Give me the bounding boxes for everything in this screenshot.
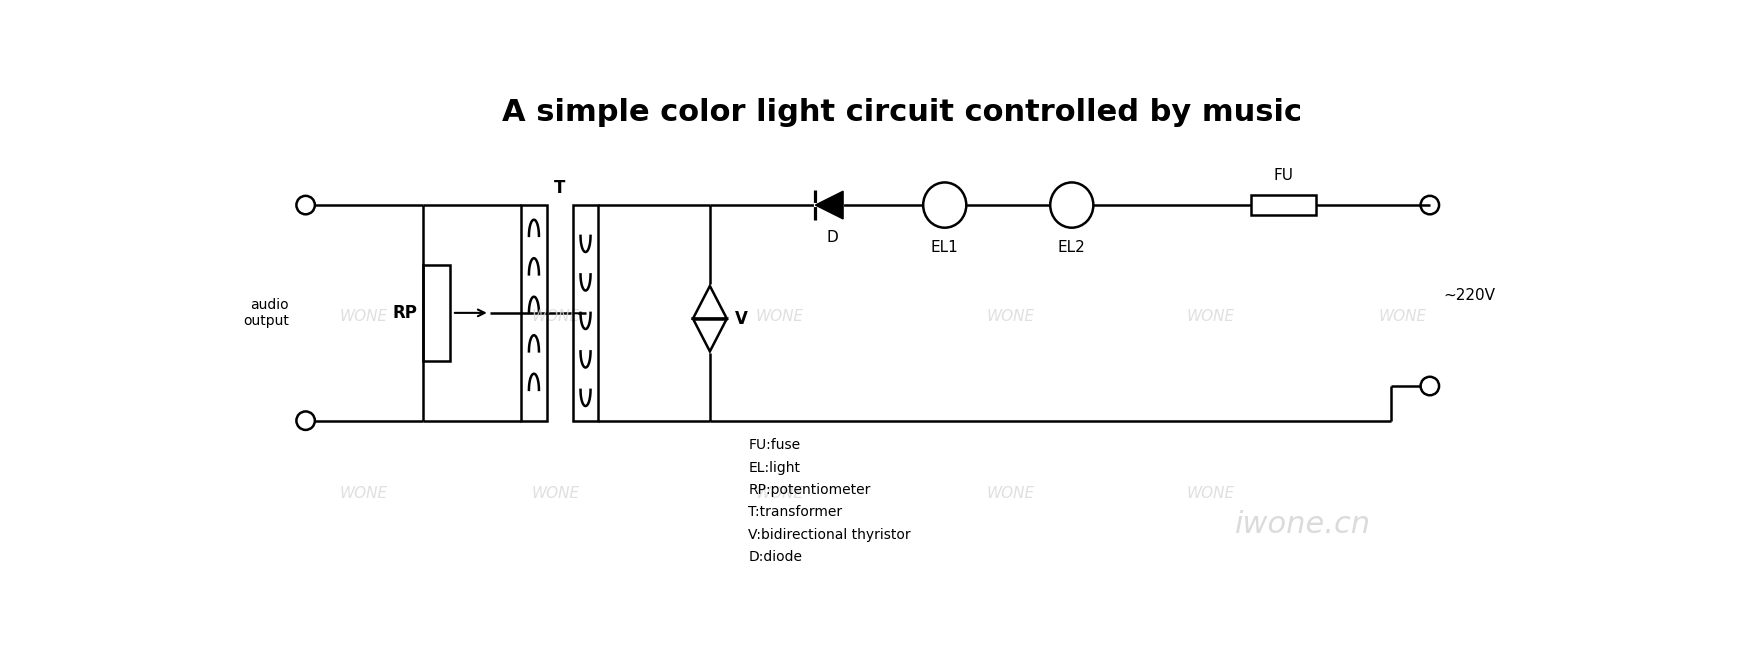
Text: ~220V: ~220V [1444,288,1495,303]
Bar [573,205,598,420]
Bar [423,265,450,361]
Text: RP: RP [393,304,418,322]
Text: WONE: WONE [1186,487,1234,501]
Text: WONE: WONE [532,309,580,324]
Text: iwone.cn: iwone.cn [1234,510,1372,539]
Text: FU:fuse: FU:fuse [748,438,800,452]
Text: D:diode: D:diode [748,550,802,564]
Text: WONE: WONE [1186,309,1234,324]
Text: WONE: WONE [338,487,388,501]
Text: FU: FU [1273,168,1294,183]
Bar [1250,195,1317,215]
Text: A simple color light circuit controlled by music: A simple color light circuit controlled … [502,98,1303,127]
Text: WONE: WONE [338,309,388,324]
Text: EL:light: EL:light [748,461,800,475]
Ellipse shape [924,182,966,227]
Text: D: D [827,231,837,245]
Text: RP:potentiometer: RP:potentiometer [748,483,871,497]
Text: WONE: WONE [986,487,1035,501]
Text: WONE: WONE [986,309,1035,324]
Text: T:transformer: T:transformer [748,505,843,519]
Text: WONE: WONE [532,487,580,501]
Text: WONE: WONE [755,487,804,501]
Text: WONE: WONE [1379,309,1426,324]
Text: T: T [554,180,566,198]
Ellipse shape [1051,182,1093,227]
Text: audio
output: audio output [243,298,289,328]
Bar [522,205,547,420]
Text: V: V [735,310,748,328]
Text: V:bidirectional thyristor: V:bidirectional thyristor [748,528,911,542]
Polygon shape [815,191,843,219]
Text: WONE: WONE [755,309,804,324]
Text: EL2: EL2 [1058,241,1086,255]
Text: EL1: EL1 [931,241,959,255]
